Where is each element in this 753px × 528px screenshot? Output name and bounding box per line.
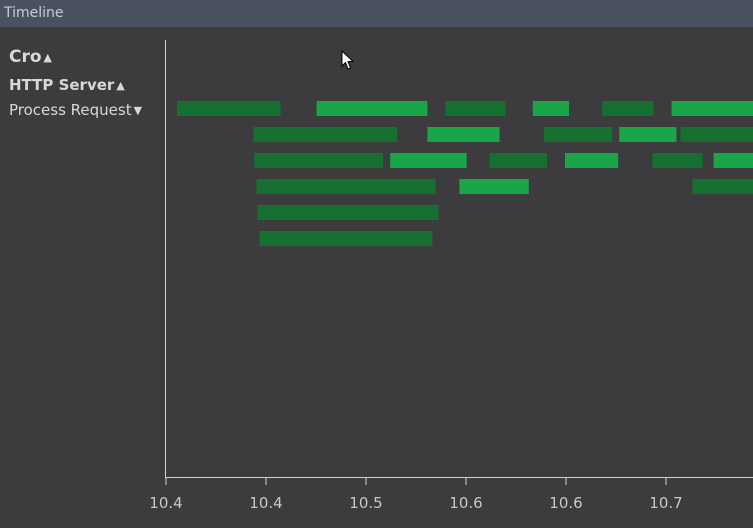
x-tick-label: 10.6 (449, 494, 482, 512)
task-bar[interactable] (544, 127, 613, 142)
task-bar[interactable] (316, 101, 428, 116)
task-bar[interactable] (652, 153, 703, 168)
task-bar[interactable] (713, 153, 753, 168)
task-bar[interactable] (692, 179, 753, 194)
window-title: Timeline (4, 5, 64, 21)
task-bar[interactable] (445, 101, 506, 116)
expand-arrow-icon[interactable]: ▼ (133, 104, 143, 117)
x-axis-ticks: 10.410.410.510.610.610.710 (149, 477, 683, 512)
collapse-arrow-icon[interactable]: ▲ (116, 79, 125, 92)
task-bar[interactable] (253, 127, 398, 142)
title-bar: Timeline (0, 0, 753, 28)
task-bar[interactable] (427, 127, 500, 142)
x-tick-label: 10.5 (349, 494, 382, 512)
x-tick-label: 10.4 (249, 494, 282, 512)
tree-item-cro-label: Cro (9, 47, 42, 67)
task-bar[interactable] (489, 153, 547, 168)
task-bar[interactable] (177, 101, 281, 116)
task-bar[interactable] (257, 205, 439, 220)
tree-item-http-server-label: HTTP Server (9, 76, 115, 94)
task-bar[interactable] (619, 127, 677, 142)
x-tick-label: 10.7 (649, 494, 682, 512)
collapse-arrow-icon[interactable]: ▲ (43, 51, 53, 64)
task-bar[interactable] (565, 153, 619, 168)
task-bar[interactable] (259, 231, 433, 246)
task-bar[interactable] (254, 153, 383, 168)
tree-item-process-request[interactable]: Process Request ▼ (9, 101, 142, 119)
tree-item-cro[interactable]: Cro ▲ (9, 47, 52, 67)
task-bars (177, 101, 753, 246)
task-bar[interactable] (532, 101, 569, 116)
category-tree: Cro ▲ HTTP Server ▲ Process Request ▼ (0, 28, 164, 528)
task-bar[interactable] (459, 179, 529, 194)
task-bar[interactable] (671, 101, 753, 116)
x-tick-label: 10.4 (149, 494, 182, 512)
x-tick-label: 10.6 (549, 494, 582, 512)
task-bar[interactable] (602, 101, 654, 116)
tree-item-process-request-label: Process Request (9, 101, 132, 119)
task-bar[interactable] (680, 127, 753, 142)
tree-item-http-server[interactable]: HTTP Server ▲ (9, 76, 125, 94)
task-bar[interactable] (256, 179, 436, 194)
task-bar[interactable] (390, 153, 467, 168)
